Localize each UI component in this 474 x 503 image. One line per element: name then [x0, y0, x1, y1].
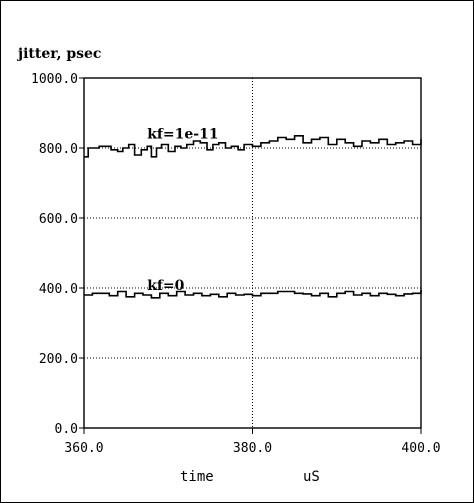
x-tick-label: 380.0	[233, 441, 272, 456]
series-label-0: kf=1e-11	[147, 126, 218, 142]
x-tick-label: 400.0	[401, 441, 440, 456]
y-tick-label: 200.0	[39, 352, 78, 367]
grid	[84, 78, 421, 428]
y-tick-label: 600.0	[39, 212, 78, 227]
series-label-1: kf=0	[147, 278, 184, 294]
x-axis-title: time	[180, 469, 214, 485]
y-axis-title: jitter, psec	[16, 46, 101, 62]
series-labels: kf=1e-11 kf=0	[147, 126, 218, 294]
x-tick-label: 360.0	[64, 441, 103, 456]
x-axis-unit: uS	[303, 469, 320, 485]
y-ticks: 0.0 200.0 400.0 600.0 800.0 1000.0	[31, 72, 84, 437]
series-line-0	[84, 135, 422, 158]
y-tick-label: 800.0	[39, 142, 78, 157]
y-tick-label: 1000.0	[31, 72, 78, 87]
series-line-1	[84, 289, 422, 299]
y-tick-label: 400.0	[39, 282, 78, 297]
series-group	[84, 135, 422, 299]
x-ticks: 360.0 380.0 400.0	[64, 428, 441, 456]
y-tick-label: 0.0	[55, 422, 78, 437]
